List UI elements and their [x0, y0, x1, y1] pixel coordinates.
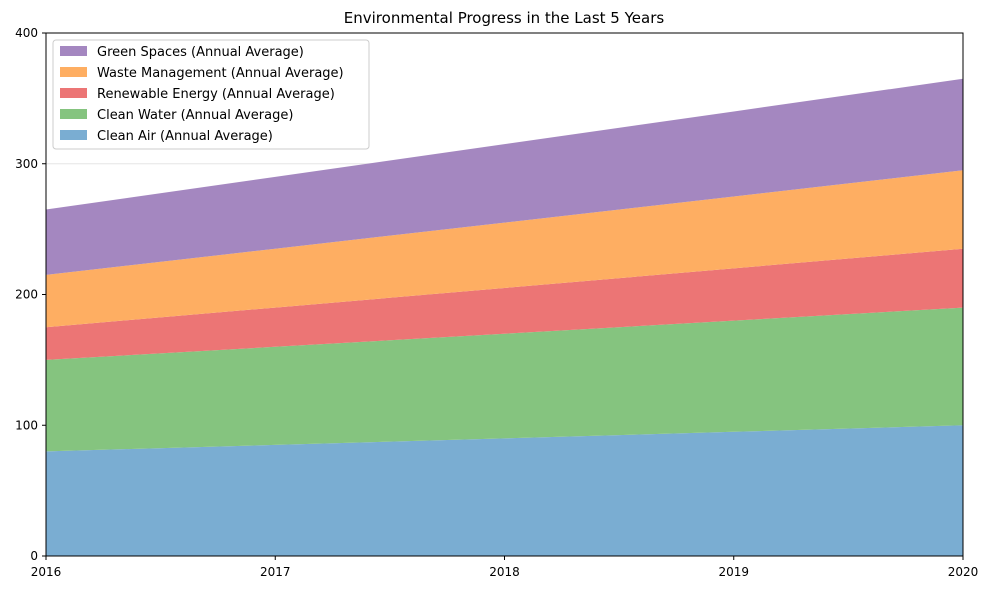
area-renewable-energy-annual-average: [46, 248, 963, 360]
legend-label-green-spaces-annual-average: Green Spaces (Annual Average): [97, 45, 304, 60]
y-tick-label-400: 400: [15, 26, 38, 40]
legend-swatch-waste-management-annual-average: [60, 67, 87, 77]
y-tick-label-0: 0: [30, 549, 38, 563]
x-tick-label-2020: 2020: [948, 565, 979, 579]
area-clean-water-annual-average: [46, 307, 963, 452]
legend-swatch-clean-water-annual-average: [60, 109, 87, 119]
legend-swatch-renewable-energy-annual-average: [60, 88, 87, 98]
y-tick-label-300: 300: [15, 157, 38, 171]
legend-label-waste-management-annual-average: Waste Management (Annual Average): [97, 66, 344, 81]
area-green-spaces-annual-average: [46, 78, 963, 275]
y-tick-label-200: 200: [15, 288, 38, 302]
legend-swatch-green-spaces-annual-average: [60, 46, 87, 56]
legend-box: [52, 39, 370, 150]
area-clean-air-annual-average: [46, 425, 963, 556]
legend-label-clean-water-annual-average: Clean Water (Annual Average): [97, 108, 293, 123]
area-series-group: [46, 78, 963, 556]
legend-label-clean-air-annual-average: Clean Air (Annual Average): [97, 129, 273, 144]
x-tick-label-2017: 2017: [260, 565, 291, 579]
legend: Green Spaces (Annual Average) Waste Manag…: [52, 39, 370, 150]
legend-swatch-clean-air-annual-average: [60, 130, 87, 140]
chart-title: Environmental Progress in the Last 5 Yea…: [344, 9, 665, 27]
x-tick-label-2016: 2016: [31, 565, 62, 579]
x-tick-label-2019: 2019: [718, 565, 749, 579]
x-tick-label-2018: 2018: [489, 565, 520, 579]
y-tick-label-100: 100: [15, 418, 38, 432]
legend-label-renewable-energy-annual-average: Renewable Energy (Annual Average): [97, 87, 335, 102]
area-waste-management-annual-average: [46, 170, 963, 328]
axes: 2016 2017 2018 2019 2020 0 100 200 300 400: [15, 26, 978, 579]
